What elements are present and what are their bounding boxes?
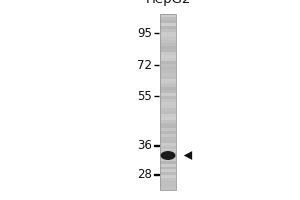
Text: 28: 28 <box>137 168 152 181</box>
Text: 55: 55 <box>137 90 152 103</box>
Text: 95: 95 <box>137 27 152 40</box>
Text: 36: 36 <box>137 139 152 152</box>
Text: HepG2: HepG2 <box>145 0 191 6</box>
Text: 72: 72 <box>137 59 152 72</box>
